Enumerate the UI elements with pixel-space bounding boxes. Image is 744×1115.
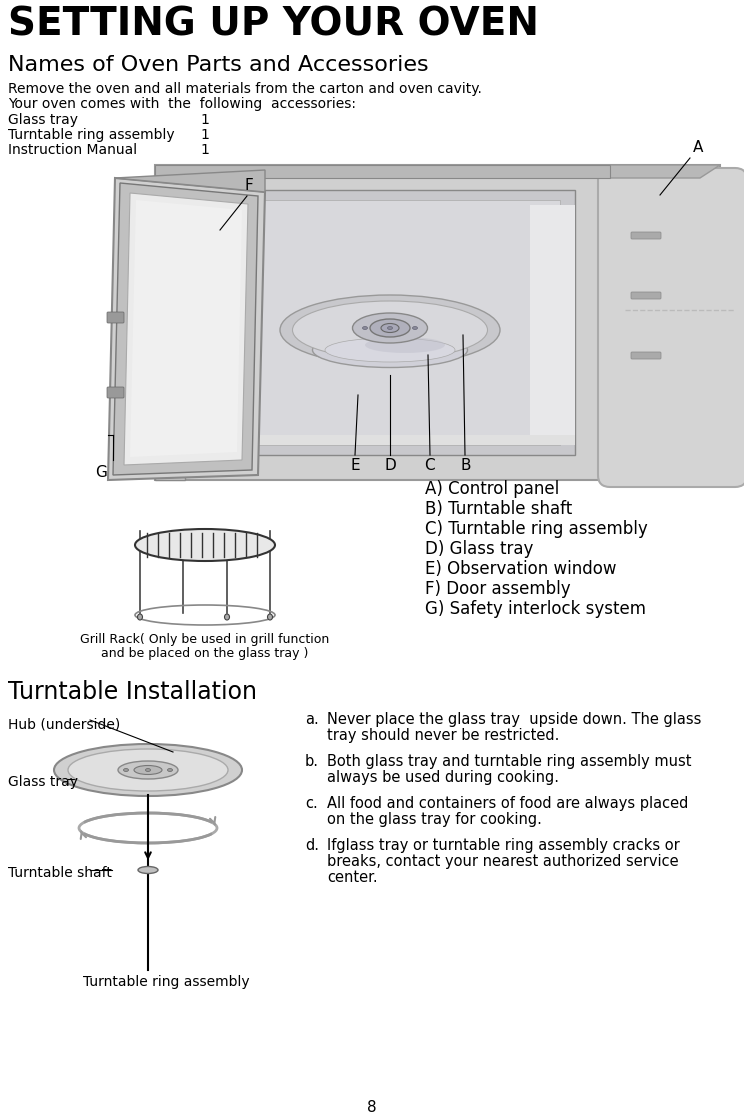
Text: d.: d. (305, 838, 319, 853)
Polygon shape (155, 165, 720, 178)
Polygon shape (130, 200, 242, 457)
Text: Turntable Installation: Turntable Installation (8, 680, 257, 704)
Text: 1: 1 (200, 128, 209, 142)
Text: Never place the glass tray  upside down. The glass: Never place the glass tray upside down. … (327, 712, 702, 727)
FancyBboxPatch shape (598, 168, 744, 487)
Polygon shape (155, 165, 610, 178)
Ellipse shape (412, 327, 417, 330)
Ellipse shape (138, 866, 158, 873)
Ellipse shape (365, 337, 445, 353)
Text: Remove the oven and all materials from the carton and oven cavity.: Remove the oven and all materials from t… (8, 83, 482, 96)
FancyBboxPatch shape (107, 387, 124, 398)
Text: Turntable shaft: Turntable shaft (8, 866, 112, 880)
Text: D) Glass tray: D) Glass tray (425, 540, 533, 558)
Ellipse shape (124, 768, 129, 772)
Text: on the glass tray for cooking.: on the glass tray for cooking. (327, 812, 542, 827)
Ellipse shape (225, 614, 229, 620)
Text: B: B (460, 458, 470, 473)
Text: a.: a. (305, 712, 318, 727)
Text: E: E (350, 458, 359, 473)
Ellipse shape (167, 768, 173, 772)
Text: A: A (693, 140, 703, 155)
Text: tray should never be restricted.: tray should never be restricted. (327, 728, 559, 743)
Ellipse shape (138, 614, 143, 620)
Text: F) Door assembly: F) Door assembly (425, 580, 571, 598)
Ellipse shape (280, 295, 500, 365)
FancyBboxPatch shape (107, 312, 124, 323)
Ellipse shape (325, 338, 455, 362)
Text: A) Control panel: A) Control panel (425, 479, 559, 498)
Ellipse shape (54, 744, 242, 796)
Text: 1: 1 (200, 113, 209, 127)
Text: Instruction Manual: Instruction Manual (8, 143, 137, 157)
Ellipse shape (68, 749, 228, 791)
Text: Hub (underside): Hub (underside) (8, 718, 121, 733)
Polygon shape (113, 183, 258, 475)
FancyBboxPatch shape (200, 200, 560, 445)
Text: breaks, contact your nearest authorized service: breaks, contact your nearest authorized … (327, 854, 679, 869)
Polygon shape (155, 165, 720, 479)
Text: Your oven comes with  the  following  accessories:: Your oven comes with the following acces… (8, 97, 356, 112)
Text: G) Safety interlock system: G) Safety interlock system (425, 600, 646, 618)
Polygon shape (115, 169, 265, 192)
Text: Grill Rack( Only be used in grill function: Grill Rack( Only be used in grill functi… (80, 633, 330, 646)
Text: b.: b. (305, 754, 319, 769)
Polygon shape (124, 193, 248, 465)
FancyBboxPatch shape (631, 232, 661, 239)
Ellipse shape (134, 766, 162, 775)
Text: 1: 1 (200, 143, 209, 157)
Ellipse shape (146, 768, 150, 772)
Ellipse shape (118, 762, 178, 779)
Polygon shape (200, 435, 575, 445)
Ellipse shape (370, 319, 410, 337)
Polygon shape (530, 205, 575, 445)
Ellipse shape (312, 332, 467, 368)
Text: center.: center. (327, 870, 378, 885)
Text: Glass tray: Glass tray (8, 113, 78, 127)
Text: D: D (384, 458, 396, 473)
Text: Turntable ring assembly: Turntable ring assembly (83, 975, 250, 989)
Text: 8: 8 (368, 1101, 376, 1115)
Ellipse shape (362, 327, 368, 330)
Ellipse shape (353, 313, 428, 343)
Text: All food and containers of food are always placed: All food and containers of food are alwa… (327, 796, 688, 811)
Text: always be used during cooking.: always be used during cooking. (327, 770, 559, 785)
Ellipse shape (381, 323, 399, 332)
Text: F: F (244, 178, 253, 193)
Polygon shape (200, 205, 225, 445)
Ellipse shape (135, 529, 275, 561)
Text: E) Observation window: E) Observation window (425, 560, 617, 578)
Text: Turntable ring assembly: Turntable ring assembly (8, 128, 175, 142)
Text: Glass tray: Glass tray (8, 775, 78, 789)
Text: c.: c. (305, 796, 318, 811)
Ellipse shape (292, 301, 487, 359)
Polygon shape (155, 178, 185, 479)
Text: C) Turntable ring assembly: C) Turntable ring assembly (425, 520, 648, 539)
Text: B) Turntable shaft: B) Turntable shaft (425, 500, 572, 518)
Text: and be placed on the glass tray ): and be placed on the glass tray ) (101, 647, 309, 660)
Ellipse shape (388, 327, 393, 330)
Text: C: C (424, 458, 434, 473)
Text: SETTING UP YOUR OVEN: SETTING UP YOUR OVEN (8, 4, 539, 43)
Polygon shape (108, 178, 265, 479)
FancyBboxPatch shape (631, 352, 661, 359)
Text: G: G (95, 465, 107, 479)
Text: Ifglass tray or turntable ring assembly cracks or: Ifglass tray or turntable ring assembly … (327, 838, 680, 853)
Text: Names of Oven Parts and Accessories: Names of Oven Parts and Accessories (8, 55, 429, 75)
FancyBboxPatch shape (631, 292, 661, 299)
FancyBboxPatch shape (185, 190, 575, 455)
Ellipse shape (268, 614, 272, 620)
Text: Both glass tray and turntable ring assembly must: Both glass tray and turntable ring assem… (327, 754, 691, 769)
